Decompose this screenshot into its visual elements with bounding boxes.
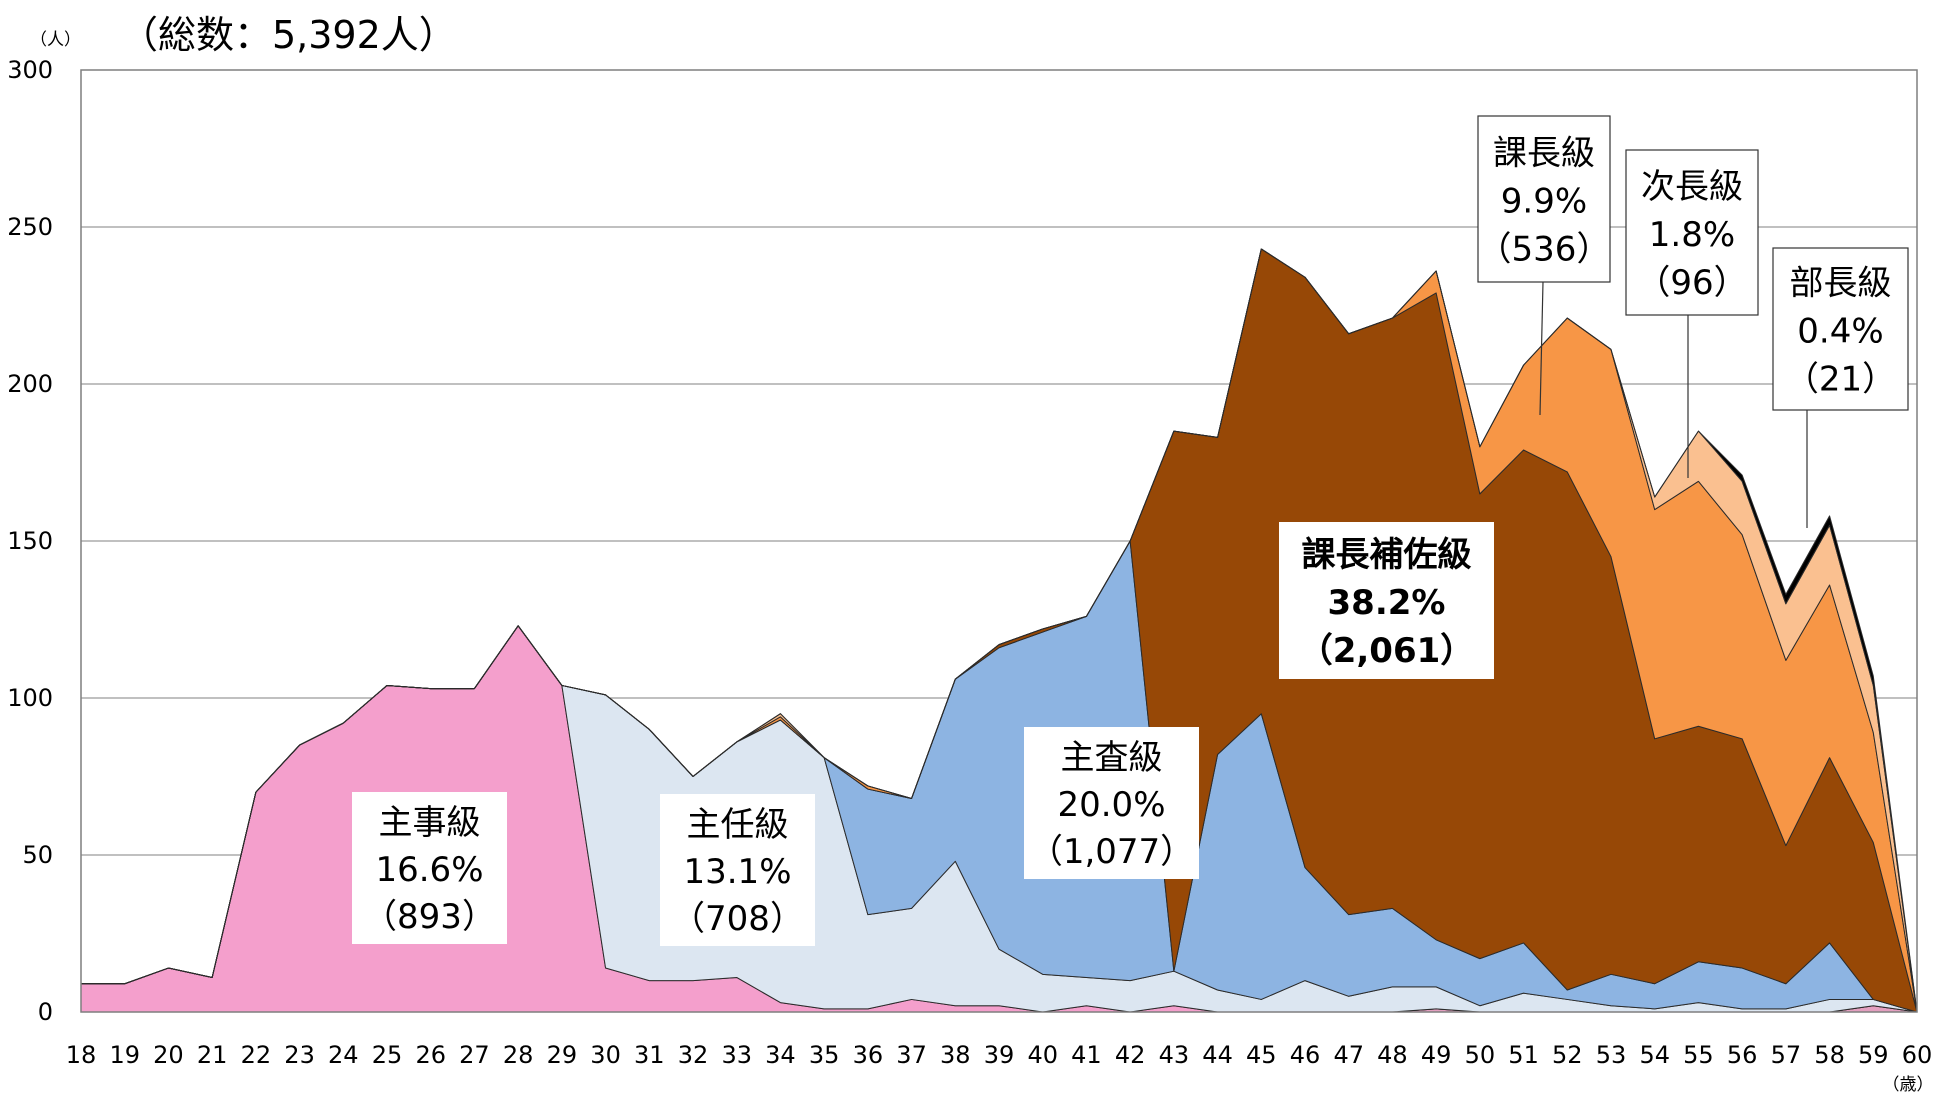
annotation-text: 部長級 xyxy=(1790,263,1892,303)
x-tick-label: 20 xyxy=(153,1041,184,1069)
chart-title: （総数：5,392人） xyxy=(120,13,457,57)
annotations: 主事級 16.6% （893） 主任級 13.1% （708） 主査級 20.0% （1,077… xyxy=(352,115,1909,946)
annotation-box xyxy=(1477,115,1611,283)
x-tick-label: 37 xyxy=(896,1041,927,1069)
annotation-text: 主任級 xyxy=(687,805,789,845)
x-tick-label: 35 xyxy=(809,1041,840,1069)
annotation-box xyxy=(660,794,815,946)
y-tick-label: 50 xyxy=(22,841,53,869)
x-tick-label: 39 xyxy=(984,1041,1015,1069)
x-tick-label: 50 xyxy=(1465,1041,1496,1069)
x-tick-label: 31 xyxy=(634,1041,665,1069)
x-tick-label: 38 xyxy=(940,1041,971,1069)
x-tick-label: 52 xyxy=(1552,1041,1583,1069)
annotation-text: （893） xyxy=(363,897,496,937)
x-tick-label: 56 xyxy=(1727,1041,1758,1069)
annotation-text: 0.4% xyxy=(1797,311,1883,351)
y-tick-label: 150 xyxy=(7,527,53,555)
x-tick-label: 47 xyxy=(1333,1041,1364,1069)
x-tick-label: 55 xyxy=(1683,1041,1714,1069)
plot-border xyxy=(80,69,1918,1013)
annotation-text: 9.9% xyxy=(1501,181,1587,221)
x-tick-label: 43 xyxy=(1159,1041,1190,1069)
annotation-text: （1,077） xyxy=(1029,832,1194,872)
x-tick-label: 58 xyxy=(1814,1041,1845,1069)
annotation-text: 1.8% xyxy=(1649,215,1735,255)
annotation-text: 次長級 xyxy=(1641,167,1743,207)
annotation-box xyxy=(1279,522,1494,679)
x-tick-label: 32 xyxy=(678,1041,709,1069)
x-tick-label: 28 xyxy=(503,1041,534,1069)
annotation-leader-line xyxy=(1539,281,1544,416)
x-tick-label: 49 xyxy=(1421,1041,1452,1069)
annotation-text: 課長級 xyxy=(1493,133,1595,173)
x-tick-label: 24 xyxy=(328,1041,359,1069)
y-tick-label: 250 xyxy=(7,213,53,241)
x-tick-label: 40 xyxy=(1027,1041,1058,1069)
x-tick-label: 59 xyxy=(1858,1041,1889,1069)
annotation-text: （2,061） xyxy=(1299,631,1475,671)
annotation-text: 主事級 xyxy=(379,803,481,843)
y-tick-label: 300 xyxy=(7,56,53,84)
x-axis-ticks: 18 19 20 21 22 23 24 25 26 27 28 29 30 31 32 33 34 35 36 37… xyxy=(66,1041,1933,1069)
x-tick-label: 34 xyxy=(765,1041,796,1069)
x-tick-label: 30 xyxy=(590,1041,621,1069)
annotation-box xyxy=(352,792,507,944)
y-tick-label: 200 xyxy=(7,370,53,398)
x-tick-label: 29 xyxy=(547,1041,578,1069)
x-tick-label: 33 xyxy=(721,1041,752,1069)
plot-frame xyxy=(80,69,1918,1013)
annotation-box xyxy=(1024,727,1199,879)
x-tick-label: 22 xyxy=(241,1041,272,1069)
annotation-text: 13.1% xyxy=(683,852,791,892)
x-tick-label: 51 xyxy=(1508,1041,1539,1069)
x-tick-label: 54 xyxy=(1639,1041,1670,1069)
x-tick-label: 27 xyxy=(459,1041,490,1069)
x-unit-label: （歳） xyxy=(1883,1075,1934,1095)
x-tick-label: 57 xyxy=(1771,1041,1802,1069)
annotation-text: （96） xyxy=(1636,263,1747,303)
x-tick-label: 19 xyxy=(109,1041,140,1069)
x-tick-label: 45 xyxy=(1246,1041,1277,1069)
x-tick-label: 21 xyxy=(197,1041,228,1069)
annotation-text: （21） xyxy=(1785,359,1896,399)
x-tick-label: 42 xyxy=(1115,1041,1146,1069)
annotation-box xyxy=(1625,149,1759,316)
x-tick-label: 60 xyxy=(1902,1041,1933,1069)
x-tick-label: 48 xyxy=(1377,1041,1408,1069)
y-tick-label: 0 xyxy=(38,998,53,1026)
annotation-text: 16.6% xyxy=(375,850,483,890)
annotation-text: 20.0% xyxy=(1057,785,1165,825)
x-tick-label: 46 xyxy=(1290,1041,1321,1069)
annotation-text: 主査級 xyxy=(1061,738,1163,778)
y-unit-label: （人） xyxy=(30,30,81,50)
x-tick-label: 23 xyxy=(284,1041,315,1069)
x-tick-label: 53 xyxy=(1596,1041,1627,1069)
annotation-text: （708） xyxy=(671,899,804,939)
x-tick-label: 41 xyxy=(1071,1041,1102,1069)
annotation-text: 38.2% xyxy=(1328,583,1446,623)
y-tick-label: 100 xyxy=(7,684,53,712)
x-tick-label: 26 xyxy=(415,1041,446,1069)
annotation-text: （536） xyxy=(1478,229,1611,269)
x-tick-label: 18 xyxy=(66,1041,97,1069)
x-tick-label: 25 xyxy=(372,1041,403,1069)
x-tick-label: 36 xyxy=(853,1041,884,1069)
annotation-text: 課長補佐級 xyxy=(1302,535,1472,575)
x-tick-label: 44 xyxy=(1202,1041,1233,1069)
annotation-box xyxy=(1772,247,1909,411)
y-axis-ticks: 0 50 100 150 200 250 300 xyxy=(7,56,53,1026)
